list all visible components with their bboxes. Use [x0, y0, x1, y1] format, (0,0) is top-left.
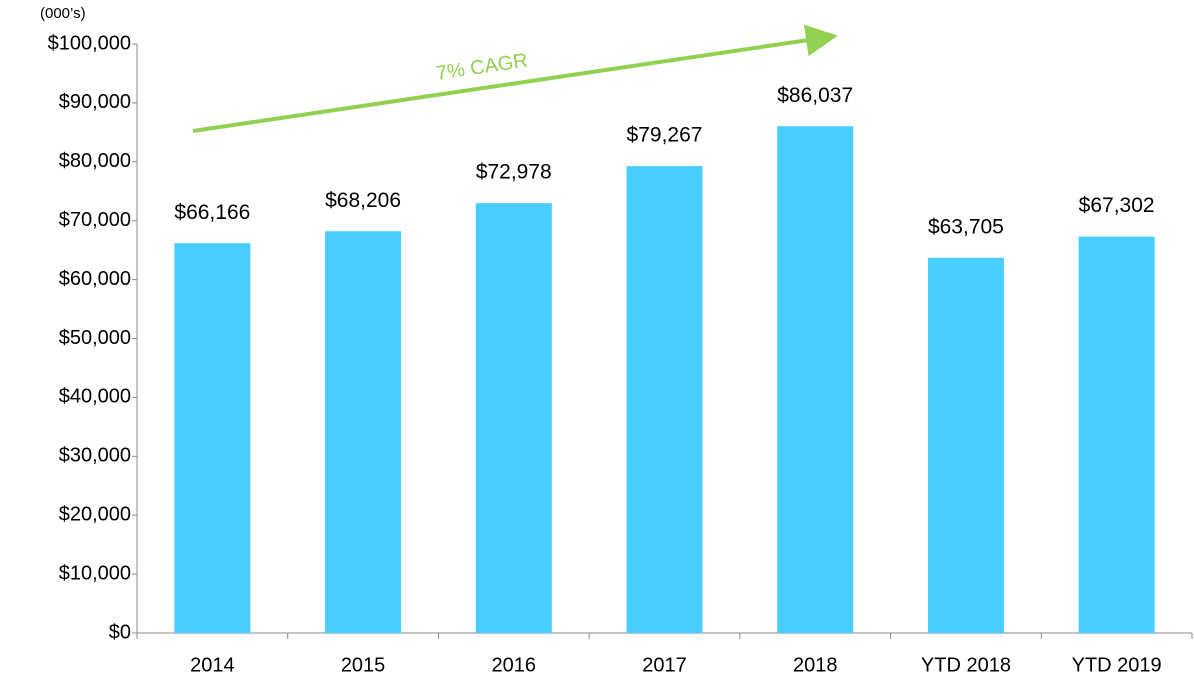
- x-tick-label: YTD 2019: [1072, 654, 1162, 676]
- y-tick-label: $0: [109, 621, 131, 643]
- value-label: $66,166: [174, 201, 250, 224]
- bar: [1078, 236, 1155, 633]
- annotation: 7% CAGR: [435, 50, 529, 85]
- x-tick-label: 2015: [341, 654, 386, 676]
- y-tick-label: $100,000: [48, 32, 131, 54]
- bar: [626, 166, 703, 633]
- y-tick-label: $20,000: [59, 503, 131, 525]
- y-tick-label: $10,000: [59, 562, 131, 584]
- bar: [174, 243, 251, 633]
- bar: [927, 257, 1004, 633]
- bar: [777, 126, 854, 634]
- y-tick-label: $50,000: [59, 327, 131, 349]
- x-tick-label: YTD 2018: [921, 654, 1011, 676]
- y-tick-label: $70,000: [59, 209, 131, 231]
- value-label: $79,267: [627, 124, 703, 147]
- x-tick-label: 2014: [190, 654, 235, 676]
- value-label: $68,206: [325, 189, 401, 212]
- value-label: $67,302: [1079, 194, 1155, 217]
- y-tick-label: $90,000: [59, 91, 131, 113]
- value-label: $86,037: [777, 84, 853, 107]
- x-tick-label: 2016: [492, 654, 537, 676]
- x-tick-label: 2018: [793, 654, 838, 676]
- value-label: $63,705: [928, 215, 1004, 238]
- bar: [475, 203, 552, 633]
- bar: [325, 231, 402, 633]
- y-tick-label: $80,000: [59, 150, 131, 172]
- cagr-arrow: [192, 24, 838, 133]
- x-tick-label: 2017: [642, 654, 687, 676]
- unit-label: (000’s): [40, 5, 86, 22]
- y-tick-label: $40,000: [59, 386, 131, 408]
- value-label: $72,978: [476, 161, 552, 184]
- y-tick-label: $60,000: [59, 268, 131, 290]
- y-tick-label: $30,000: [59, 445, 131, 467]
